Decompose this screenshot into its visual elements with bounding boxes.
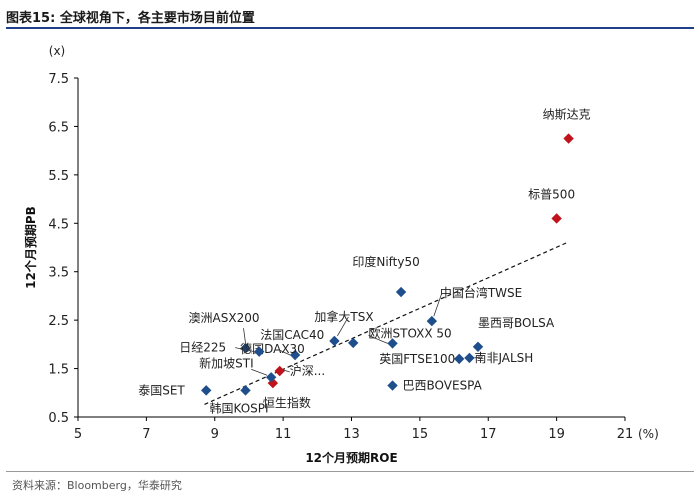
trend-line — [204, 242, 568, 405]
point-label: 中国台湾TWSE — [440, 285, 522, 300]
y-axis-title: 12个月预期PB — [23, 206, 38, 289]
y-tick-label: 3.5 — [48, 266, 69, 281]
data-point-14 — [348, 337, 359, 349]
point-label: 澳洲ASX200 — [189, 311, 260, 325]
x-tick-label: 7 — [142, 427, 150, 442]
x-tick-label: 17 — [480, 427, 497, 442]
x-tick-label: 21 — [617, 427, 634, 442]
leader-line — [433, 292, 443, 317]
point-label: 墨西哥BOLSA — [478, 316, 555, 330]
x-tick-label: 19 — [548, 427, 565, 442]
y-tick-label: 6.5 — [48, 120, 69, 135]
point-label: 德国DAX30 — [240, 341, 305, 356]
data-point-9 — [453, 353, 465, 365]
source-note: 资料来源：Bloomberg，华泰研究 — [12, 479, 182, 492]
x-tick-label: 11 — [275, 427, 292, 442]
x-axis-title: 12个月预期ROE — [305, 450, 397, 465]
chart-title: 图表15: 全球视角下，各主要市场目前位置 — [6, 11, 255, 26]
y-tick-label: 4.5 — [48, 217, 69, 232]
x-tick-label: 13 — [343, 427, 360, 442]
point-label: 印度Nifty50 — [352, 254, 419, 269]
point-label: 沪深... — [290, 364, 325, 378]
leader-line — [251, 368, 268, 376]
data-point-7 — [472, 341, 484, 352]
data-point-5 — [395, 286, 407, 298]
point-label: 南非JALSH — [474, 350, 533, 365]
leader-line — [474, 356, 482, 359]
point-label: 法国CAC40 — [260, 328, 324, 342]
x-tick-label: 9 — [211, 427, 219, 442]
data-point-1 — [563, 133, 574, 144]
point-label: 新加坡STI — [199, 355, 254, 370]
point-label: 加拿大TSX — [314, 309, 373, 324]
data-point-12 — [329, 335, 340, 347]
point-label: 日经225 — [179, 341, 226, 355]
y-tick-label: 5.5 — [48, 169, 69, 184]
leader-line — [278, 349, 291, 356]
title-bar: 图表15: 全球视角下，各主要市场目前位置 — [6, 4, 694, 26]
leader-line — [235, 347, 255, 353]
point-label: 标普500 — [528, 187, 575, 201]
leader-line — [243, 328, 246, 344]
data-point-10 — [464, 352, 475, 364]
x-unit-label: (%) — [638, 427, 659, 441]
point-label: 泰国SET — [138, 383, 185, 397]
data-point-6 — [426, 315, 438, 327]
data-point-13 — [240, 343, 251, 354]
point-label: 欧洲STOXX 50 — [369, 326, 452, 340]
y-tick-label: 1.5 — [48, 363, 69, 378]
point-label: 恒生指数 — [263, 395, 311, 410]
y-tick-label: 2.5 — [48, 314, 69, 329]
point-label: 纳斯达克 — [543, 108, 591, 122]
data-point-16 — [253, 346, 265, 357]
x-tick-label: 5 — [74, 427, 82, 442]
y-unit-label: (x) — [49, 44, 65, 58]
title-divider — [6, 27, 694, 29]
data-point-2 — [551, 213, 562, 224]
data-point-3 — [274, 365, 285, 377]
y-tick-label: 0.5 — [48, 411, 69, 426]
data-point-8 — [387, 338, 398, 349]
data-point-11 — [387, 380, 398, 391]
point-label: 英国FTSE100 — [379, 352, 455, 366]
data-point-15 — [289, 349, 301, 361]
data-point-17 — [265, 372, 277, 383]
leader-line — [368, 335, 388, 344]
point-label: 韩国KOSPI — [210, 400, 269, 415]
leader-line — [283, 369, 290, 373]
data-point-18 — [201, 385, 212, 396]
footer-divider — [6, 471, 694, 472]
y-tick-label: 7.5 — [48, 72, 69, 87]
x-tick-label: 15 — [412, 427, 429, 442]
data-point-19 — [240, 385, 251, 396]
point-label: 巴西BOVESPA — [403, 379, 483, 393]
leader-line — [337, 316, 349, 337]
